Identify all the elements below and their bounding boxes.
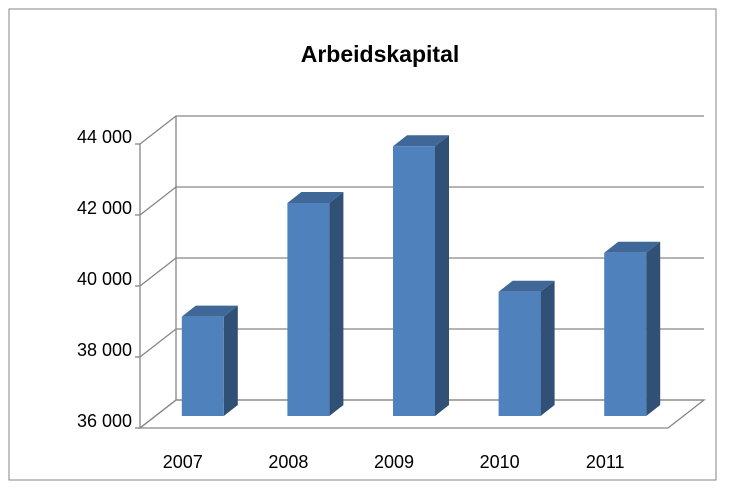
bar-top: [181, 305, 238, 317]
bar-front: [181, 316, 224, 416]
y-tick-label: 40 000: [77, 269, 132, 289]
y-tick-label: 38 000: [77, 340, 132, 360]
bar-front: [393, 146, 435, 416]
chart-title: Arbeidskapital: [301, 41, 460, 67]
bar: [393, 135, 449, 416]
bar-top: [393, 135, 449, 147]
bar: [287, 192, 344, 416]
x-tick-label: 2009: [374, 452, 414, 472]
x-tick-label: 2007: [163, 452, 203, 472]
x-tick-label: 2011: [586, 452, 625, 472]
bar-side: [329, 192, 344, 416]
y-tick-label: 42 000: [77, 198, 132, 218]
grid-line: [139, 115, 704, 145]
grid-line: [139, 186, 704, 216]
bar-top: [604, 241, 661, 253]
bar: [604, 241, 661, 416]
y-tick-label: 36 000: [77, 411, 132, 431]
x-tick-label: 2010: [480, 452, 520, 472]
bar-front: [287, 203, 330, 416]
x-tick-label: 2008: [268, 452, 308, 472]
bar: [181, 305, 238, 416]
bar: [498, 280, 555, 416]
bar-side: [223, 305, 238, 416]
bar-top: [498, 280, 555, 292]
bar-top: [287, 192, 344, 203]
bar-front: [498, 291, 541, 416]
bar-side: [540, 280, 555, 416]
grid-line: [139, 257, 704, 287]
bar-front: [604, 252, 647, 416]
chart-border: [8, 8, 717, 481]
bar-side: [646, 241, 661, 416]
bar-side: [435, 135, 449, 416]
y-tick-label: 44 000: [77, 127, 132, 147]
